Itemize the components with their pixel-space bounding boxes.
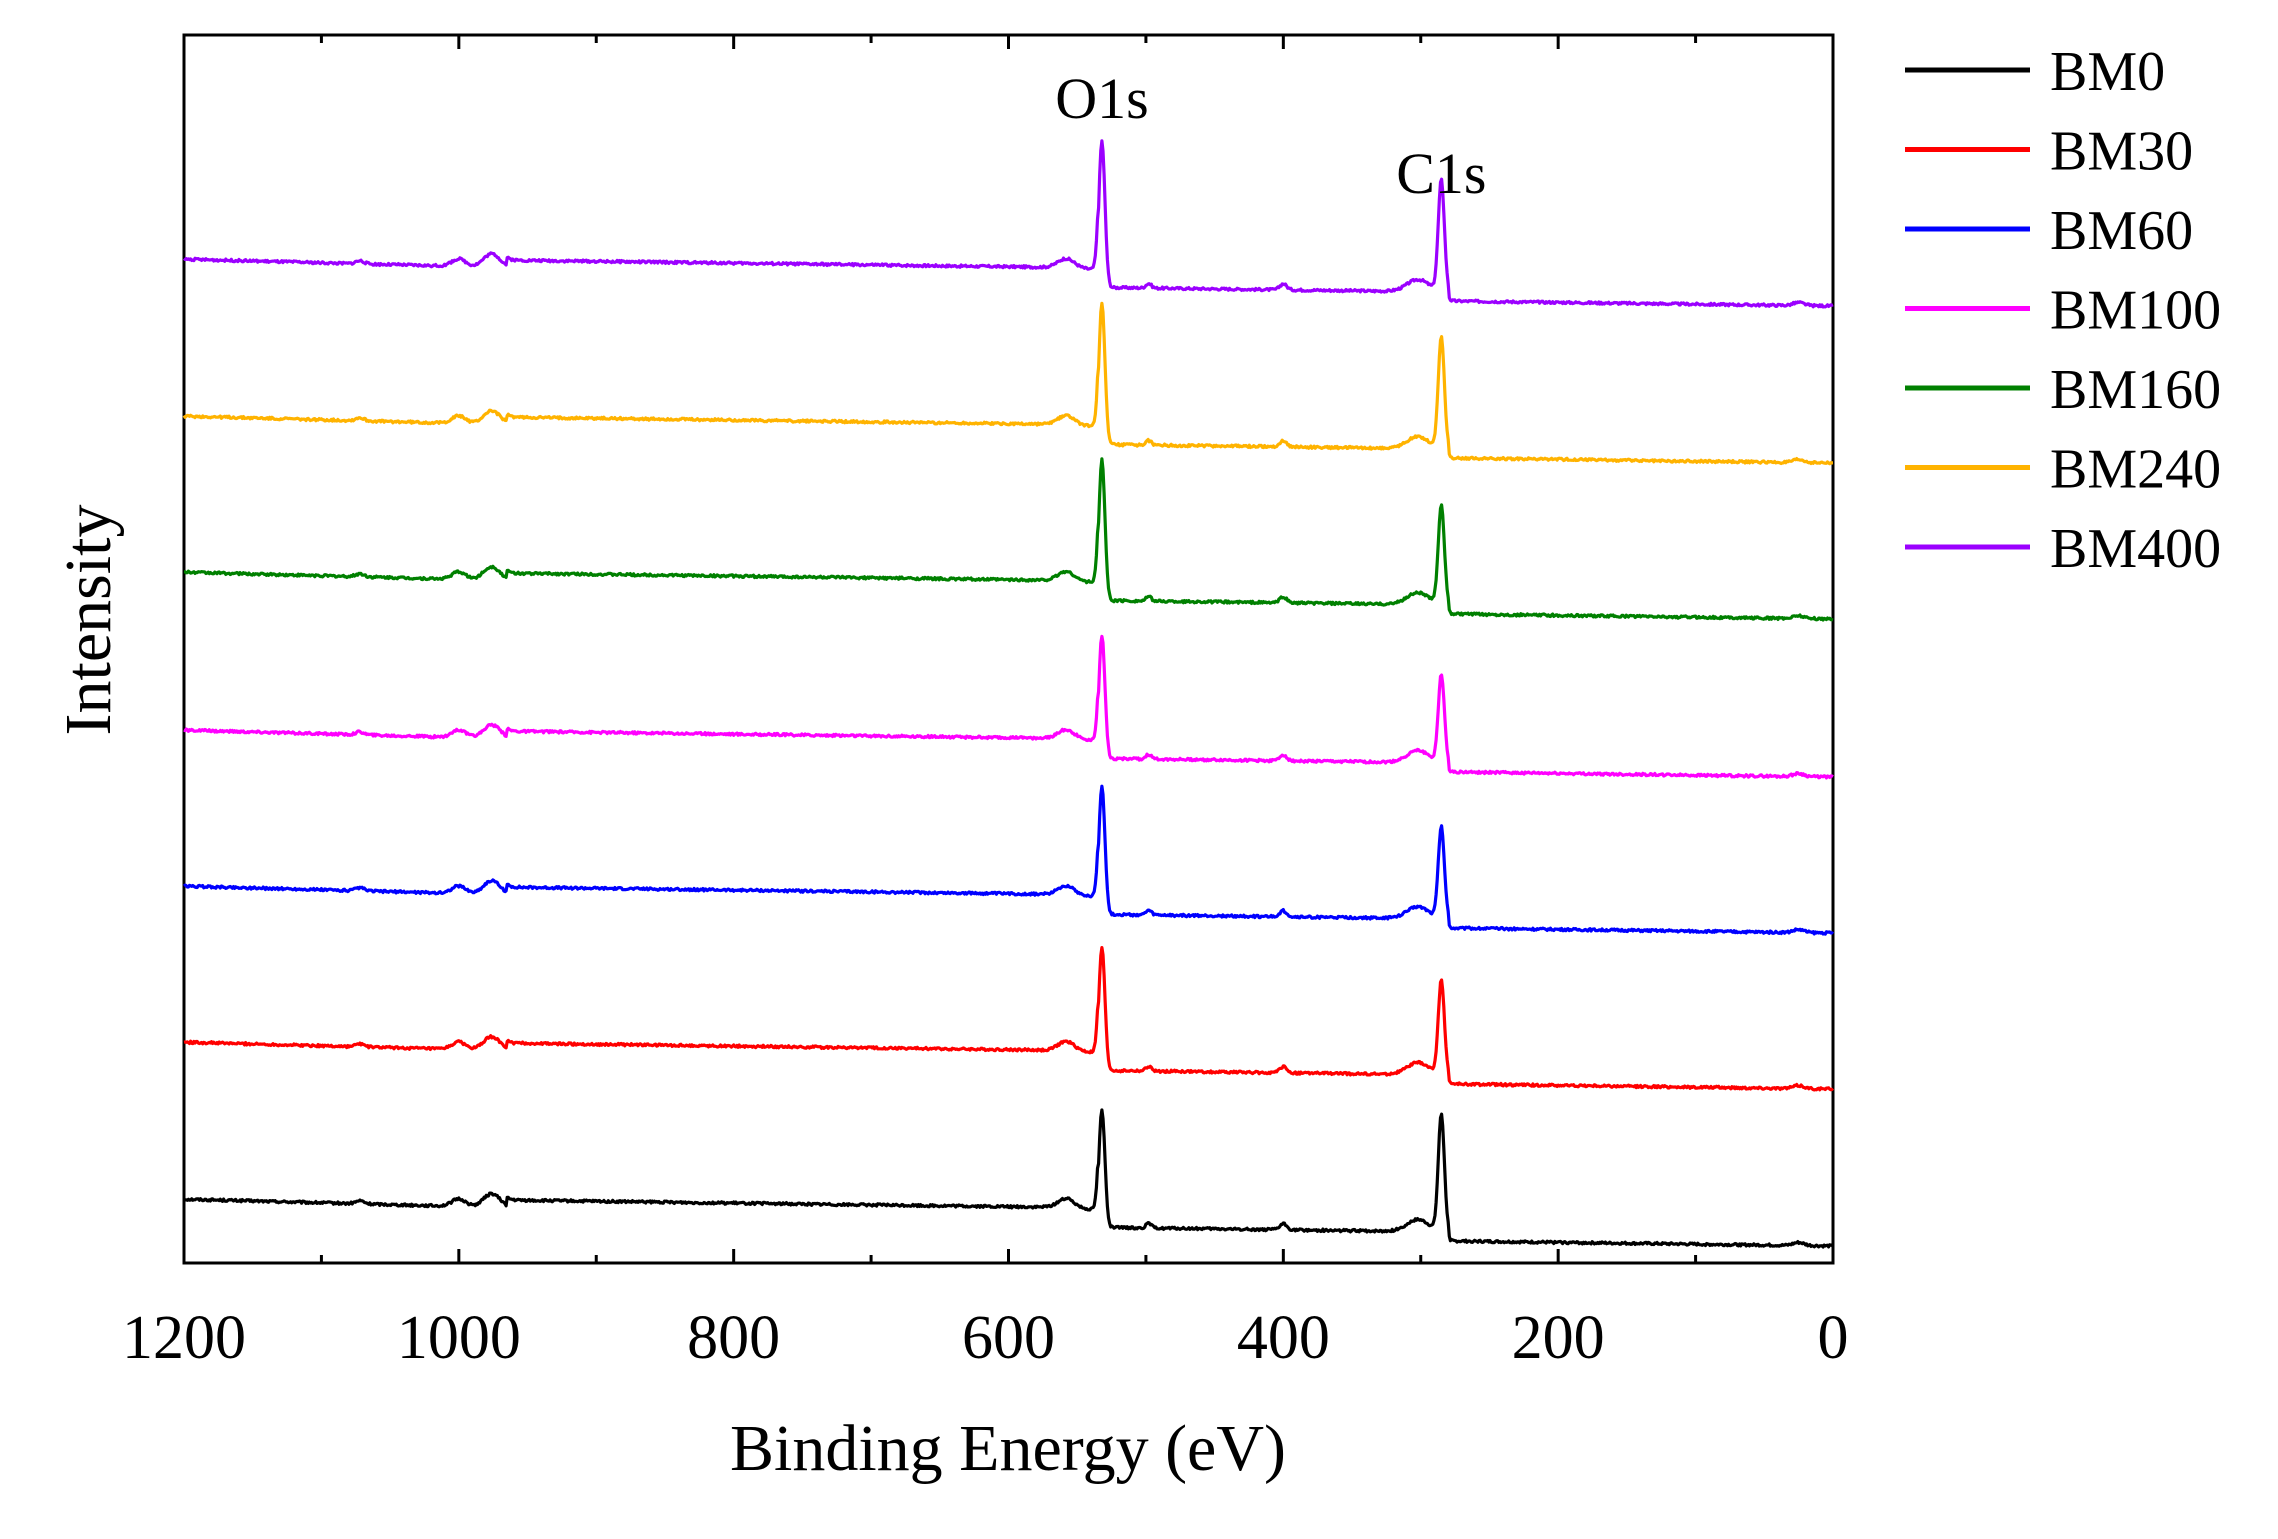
- legend-label-bm30: BM30: [2050, 121, 2193, 183]
- series-line-bm0: [183, 1108, 1835, 1249]
- legend-label-bm100: BM100: [2050, 280, 2221, 342]
- x-tick-label: 400: [1237, 1304, 1330, 1372]
- series-line-bm30: [183, 946, 1835, 1092]
- x-tick-label: 200: [1512, 1304, 1605, 1372]
- x-tick-label: 1000: [397, 1304, 521, 1372]
- series-line-bm160: [183, 457, 1834, 622]
- series-line-bm400: [182, 139, 1834, 309]
- x-tick-labels: 1200 1000 800 600 400 200 0: [122, 1304, 1849, 1372]
- series-line-bm60: [182, 784, 1835, 936]
- peak-annotations: O1s C1s: [1055, 66, 1486, 206]
- y-axis-label: Intensity: [52, 505, 125, 736]
- legend-label-bm400: BM400: [2050, 518, 2221, 580]
- legend-label-bm240: BM240: [2050, 439, 2221, 501]
- x-ticks: [182, 35, 1835, 1263]
- annotation-o1s: O1s: [1055, 66, 1148, 131]
- x-tick-label: 0: [1818, 1304, 1849, 1372]
- x-tick-label: 800: [687, 1304, 780, 1372]
- x-tick-label: 600: [962, 1304, 1055, 1372]
- legend-label-bm0: BM0: [2050, 41, 2165, 103]
- legend-label-bm160: BM160: [2050, 359, 2221, 421]
- legend-label-bm60: BM60: [2050, 200, 2193, 262]
- series-line-bm240: [182, 301, 1834, 466]
- series-line-bm100: [183, 634, 1834, 780]
- annotation-c1s: C1s: [1396, 141, 1486, 206]
- legend: BM0 BM30 BM60 BM100 BM160 BM240 BM400: [1905, 41, 2221, 580]
- plot-frame: [182, 33, 1835, 1265]
- x-axis-label: Binding Energy (eV): [730, 1412, 1286, 1485]
- x-tick-label: 1200: [122, 1304, 246, 1372]
- series-curves: [182, 139, 1835, 1249]
